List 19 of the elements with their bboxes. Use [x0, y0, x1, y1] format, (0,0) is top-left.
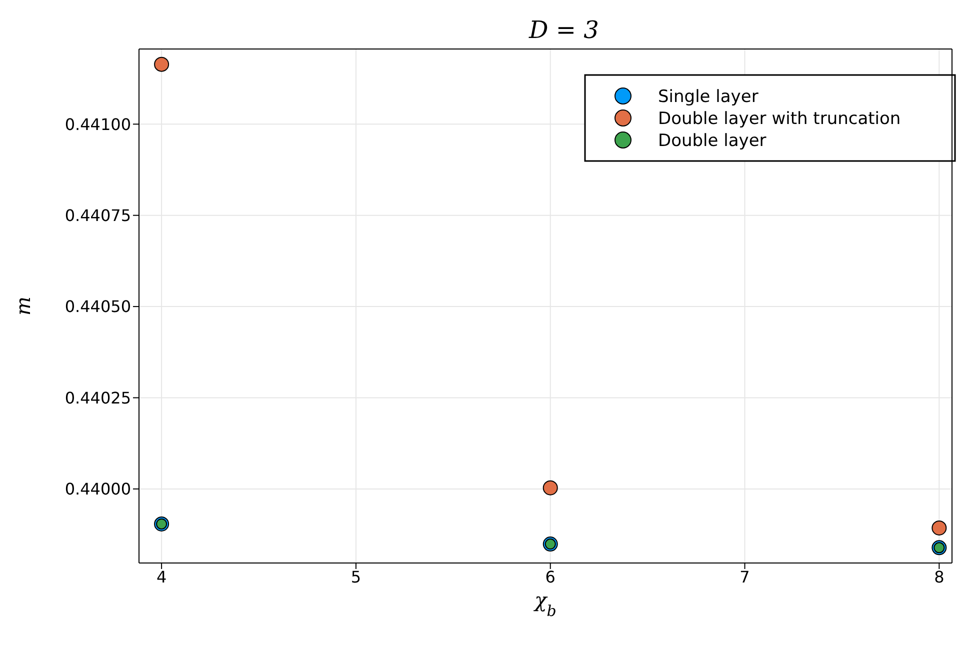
y-tick-label: 0.44100 [64, 114, 131, 134]
legend-label: Single layer [658, 87, 758, 107]
y-tick-label: 0.44075 [64, 206, 131, 226]
x-tick-label: 6 [545, 567, 556, 586]
y-tick-label: 0.44000 [64, 480, 131, 499]
point [154, 56, 170, 72]
x-tick-label: 5 [350, 567, 362, 586]
chart-title: D = 3 [528, 16, 599, 44]
point [932, 520, 947, 536]
y-axis-title: m [11, 296, 35, 316]
x-axis-title: χ$_{b}$ [532, 588, 556, 620]
point [542, 480, 558, 496]
legend-label: Double layer [658, 131, 766, 151]
y-tick-label: 0.44050 [64, 297, 131, 316]
y-tick-label: 0.44025 [64, 388, 131, 408]
x-tick-label: 4 [156, 567, 167, 586]
x-tick-label: 7 [740, 567, 750, 586]
legend-label: Double layer with truncation [658, 109, 901, 129]
x-tick-label: 8 [934, 567, 944, 586]
